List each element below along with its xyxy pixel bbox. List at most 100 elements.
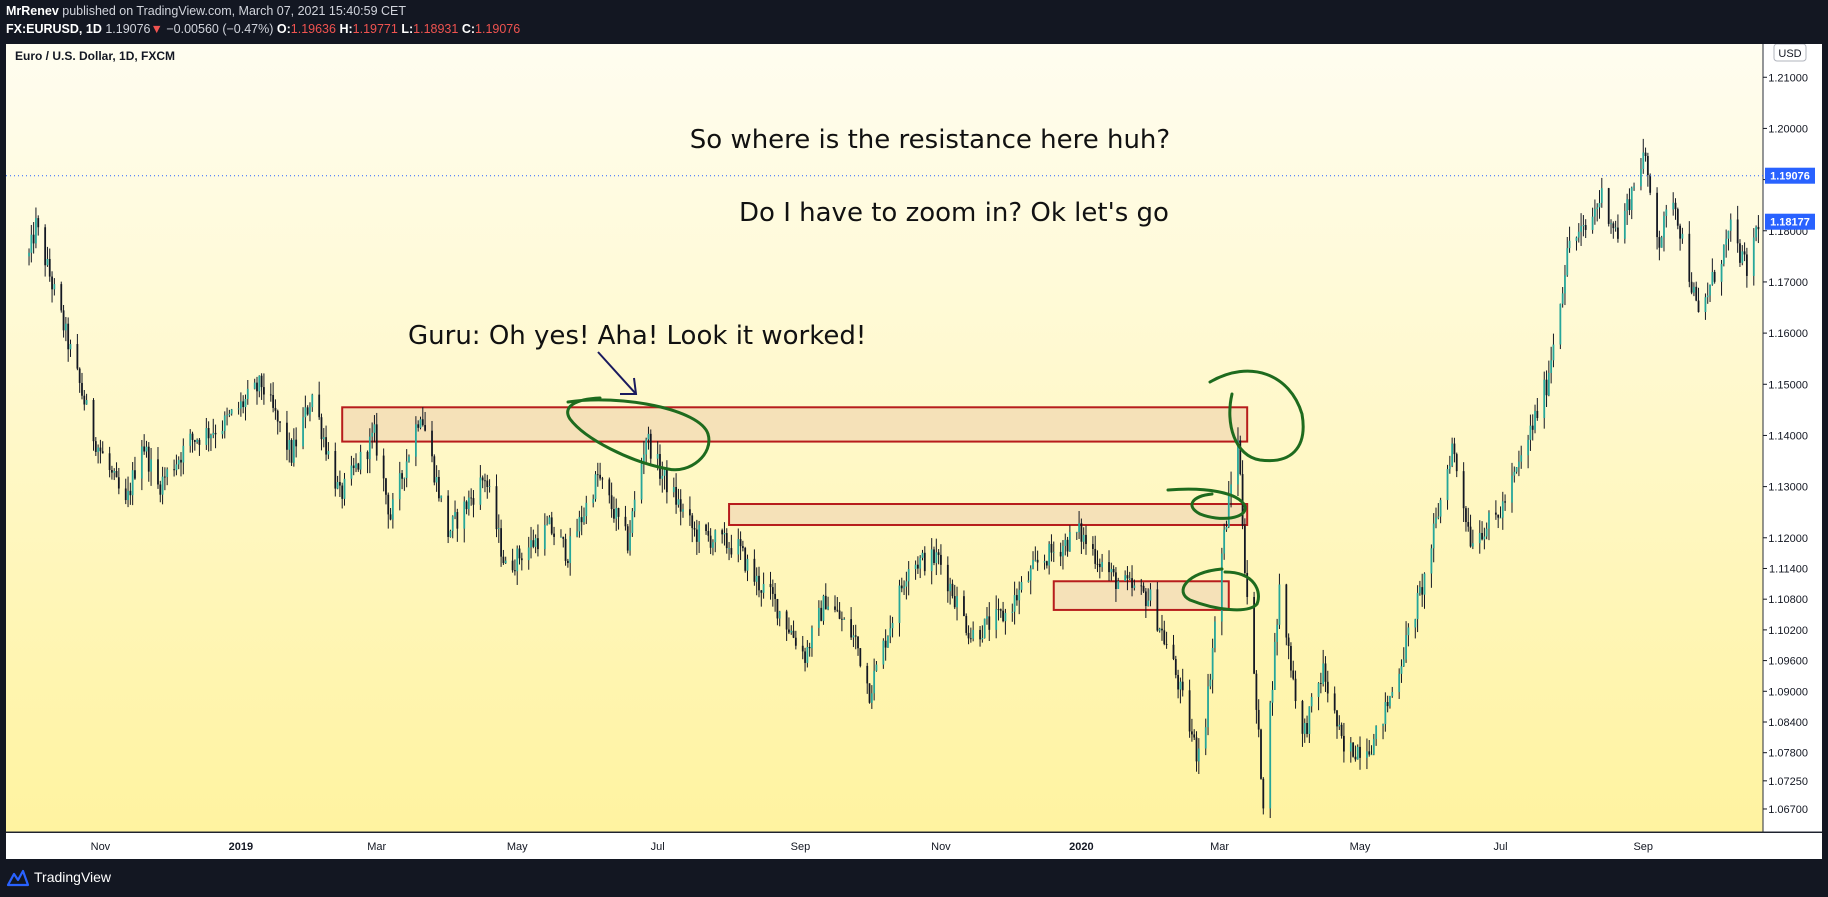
candle: [355, 453, 357, 473]
candle: [824, 583, 827, 610]
candle-body: [1142, 585, 1145, 592]
candle-body: [1545, 379, 1548, 396]
candle: [1582, 215, 1585, 237]
candle-body: [1333, 693, 1336, 711]
candle-body: [414, 424, 417, 457]
x-tick-label: Jul: [651, 841, 665, 853]
candle: [398, 461, 401, 511]
candle: [318, 381, 321, 420]
candle-body: [532, 540, 535, 547]
candle: [449, 529, 452, 538]
candle-body: [1552, 344, 1555, 361]
candle-body: [723, 533, 726, 535]
candle-body: [1481, 532, 1483, 540]
candle-body: [698, 524, 701, 542]
candle: [1741, 245, 1744, 266]
y-tick-label: 1.08400: [1768, 717, 1808, 729]
candle: [866, 662, 869, 694]
candles-layer: [28, 138, 1760, 819]
candle-body: [1527, 439, 1530, 456]
candle: [640, 457, 643, 504]
candle-body: [1094, 548, 1097, 564]
candle: [1338, 715, 1341, 730]
candle: [1577, 223, 1580, 243]
candle: [76, 334, 79, 371]
candle: [758, 566, 760, 598]
candle-body: [382, 455, 385, 479]
candle-body: [97, 447, 100, 452]
candle: [900, 577, 903, 593]
candle-body: [504, 560, 507, 564]
candle: [1389, 695, 1391, 709]
candle: [1043, 554, 1046, 570]
candle-body: [1144, 591, 1147, 607]
candle: [488, 479, 491, 493]
candle-body: [140, 446, 143, 479]
y-tick-label: 1.15000: [1768, 379, 1808, 391]
candle-body: [656, 453, 659, 459]
tradingview-brand[interactable]: TradingView: [34, 869, 112, 885]
open-value: 1.19636: [290, 22, 336, 36]
currency-badge[interactable]: USD: [1773, 44, 1807, 62]
candle-body: [1211, 647, 1214, 680]
candle: [1437, 503, 1440, 520]
candle: [134, 456, 136, 480]
tradingview-logo-icon[interactable]: [6, 869, 30, 887]
author-name[interactable]: MrRenev: [6, 4, 59, 18]
candle: [408, 454, 410, 463]
candle: [320, 413, 323, 451]
candle: [177, 456, 180, 470]
candle-body: [1043, 561, 1046, 563]
candle-body: [762, 583, 765, 593]
candle-body: [1531, 425, 1534, 430]
candle-body: [1068, 532, 1071, 552]
candle-body: [1292, 670, 1295, 679]
candle: [173, 459, 176, 477]
candle-body: [48, 258, 51, 277]
currency-badge-box: [1773, 44, 1807, 62]
candle: [341, 482, 344, 509]
candle-body: [1271, 689, 1274, 703]
candle-body: [758, 575, 760, 591]
candle: [785, 609, 788, 641]
candle: [1720, 259, 1723, 296]
candle-body: [145, 446, 148, 452]
candle-body: [790, 630, 793, 633]
candle-body: [693, 528, 696, 530]
candle: [520, 552, 523, 571]
candle-body: [67, 323, 70, 350]
price-chart[interactable]: So where is the resistance here huh? Do …: [0, 44, 1828, 859]
candle-body: [309, 407, 311, 415]
candle-body: [705, 524, 707, 531]
candle-body: [1423, 573, 1426, 595]
candle-body: [486, 480, 489, 487]
candle-body: [1338, 724, 1341, 727]
candle: [1713, 269, 1716, 284]
candle: [1220, 547, 1223, 636]
candle-body: [465, 501, 468, 510]
candle-body: [258, 375, 261, 392]
candle: [1059, 542, 1062, 567]
candle-body: [834, 606, 836, 610]
candle-body: [228, 413, 231, 416]
candle-body: [1177, 674, 1180, 690]
candle: [905, 571, 908, 600]
candle-body: [1301, 701, 1304, 734]
candle: [161, 466, 164, 505]
candle-body: [467, 497, 470, 510]
candle: [78, 367, 81, 393]
candle-body: [1672, 202, 1675, 210]
candle: [553, 526, 555, 546]
published-text: published on TradingView.com, March 07, …: [62, 4, 407, 18]
candle: [1140, 578, 1143, 595]
candle: [115, 462, 118, 478]
candle-body: [1227, 494, 1230, 527]
candle: [1179, 677, 1182, 704]
candle-body: [1128, 578, 1131, 579]
candle: [1246, 560, 1249, 605]
candle: [1117, 577, 1120, 590]
candle: [887, 635, 889, 648]
candle-body: [891, 622, 894, 629]
candle-body: [585, 502, 588, 517]
candle-body: [1002, 610, 1004, 622]
